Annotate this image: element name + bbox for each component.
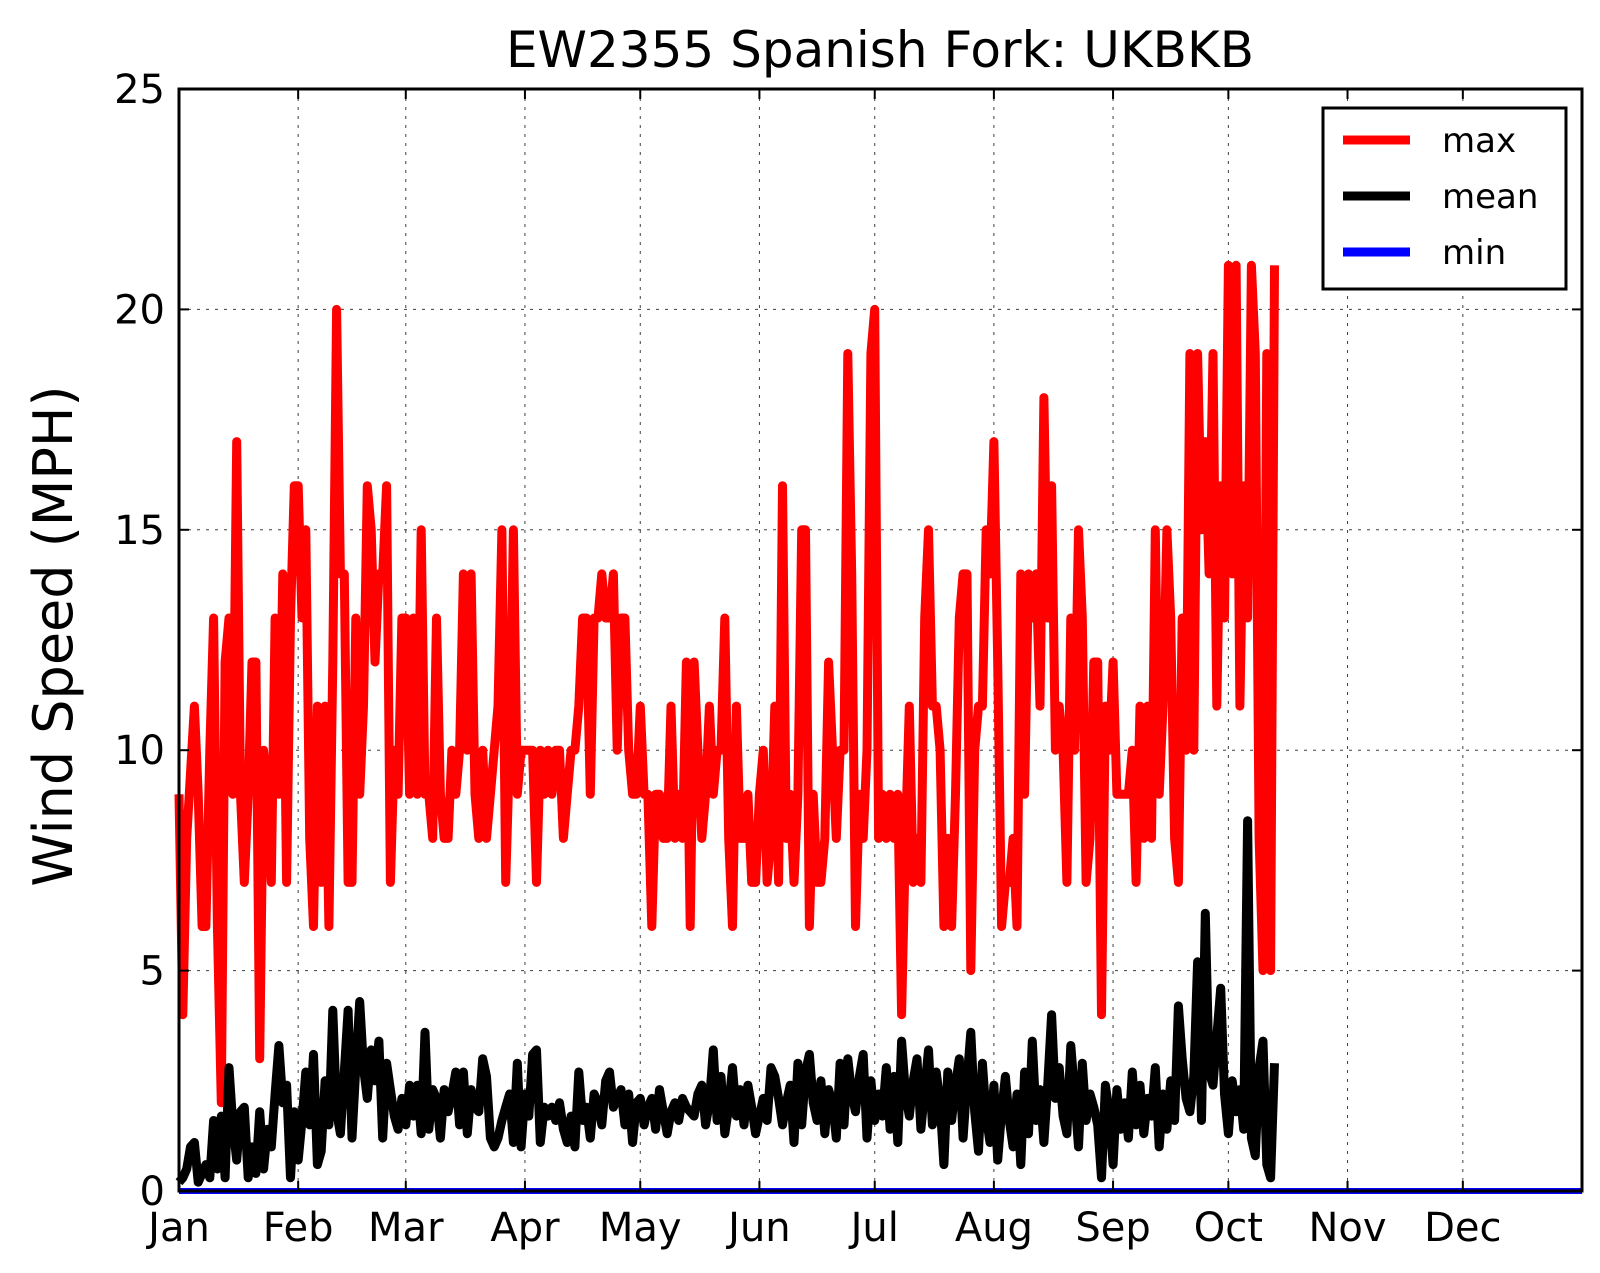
legend: max mean min bbox=[1321, 106, 1568, 291]
plot-frame bbox=[177, 87, 1584, 1193]
x-tick-label: Feb bbox=[263, 1205, 334, 1251]
axis-ticks: 0 5 10 15 20 25 Jan Feb Mar Apr May Jun Jul Aug Sep Oct… bbox=[114, 67, 1582, 1251]
x-tick-label: Mar bbox=[368, 1205, 444, 1251]
y-tick-label: 10 bbox=[114, 728, 165, 774]
legend-label-min: min bbox=[1442, 233, 1506, 273]
x-tick-label: May bbox=[599, 1205, 682, 1251]
x-tick-label: Sep bbox=[1075, 1205, 1150, 1251]
series-line-mean bbox=[175, 816, 1279, 1187]
x-tick-label: Jun bbox=[725, 1205, 791, 1251]
x-tick-label: Jan bbox=[145, 1205, 210, 1251]
legend-label-mean: mean bbox=[1442, 177, 1538, 217]
y-tick-label: 15 bbox=[114, 508, 165, 554]
x-tick-label: Dec bbox=[1424, 1205, 1501, 1251]
x-tick-label: Apr bbox=[490, 1205, 560, 1251]
x-tick-label: Nov bbox=[1308, 1205, 1386, 1251]
y-axis-label: Wind Speed (MPH) bbox=[22, 385, 85, 886]
series-line-max bbox=[174, 260, 1279, 1108]
legend-label-max: max bbox=[1442, 121, 1516, 161]
y-tick-label: 20 bbox=[114, 287, 165, 333]
y-tick-label: 0 bbox=[140, 1169, 165, 1215]
chart-title: EW2355 Spanish Fork: UKBKB bbox=[506, 21, 1254, 79]
x-tick-label: Aug bbox=[955, 1205, 1033, 1251]
y-tick-label: 25 bbox=[114, 67, 165, 113]
y-tick-label: 5 bbox=[140, 949, 165, 995]
plot-series bbox=[174, 260, 1582, 1194]
x-tick-label: Jul bbox=[848, 1205, 899, 1251]
x-tick-label: Oct bbox=[1194, 1205, 1263, 1251]
